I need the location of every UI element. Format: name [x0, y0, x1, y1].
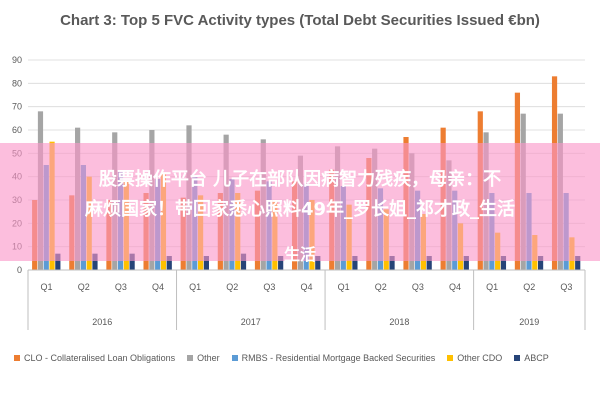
x-tick-label: Q3 [115, 282, 127, 292]
x-tick-label: Q4 [152, 282, 164, 292]
x-tick-label: Q2 [523, 282, 535, 292]
bar [426, 256, 432, 270]
legend-item: Other [187, 353, 220, 363]
legend-label: CLO - Collateralised Loan Obligations [24, 353, 176, 363]
x-group-label: 2019 [519, 317, 539, 327]
x-tick-label: Q4 [449, 282, 461, 292]
legend-label: RMBS - Residential Mortgage Backed Secur… [241, 353, 436, 363]
overlay-text-line-2: 麻烦国家！带回家悉心照料49年_罗长姐_祁才政_生活 [84, 199, 516, 220]
legend-label: Other CDO [457, 353, 503, 363]
legend-swatch [187, 355, 194, 361]
bar [129, 253, 135, 270]
legend-item: CLO - Collateralised Loan Obligations [14, 353, 175, 363]
bar [500, 256, 507, 270]
bar [166, 256, 172, 270]
overlay-banner[interactable]: 股票操作平台 儿子在部队因病智力残疾，母亲：不 麻烦国家！带回家悉心照料49年_… [0, 143, 600, 264]
chart-legend: CLO - Collateralised Loan Obligations Oth… [14, 350, 594, 366]
legend-label: Other [197, 353, 220, 363]
legend-item: ABCP [514, 353, 549, 363]
x-tick-label: Q2 [78, 282, 90, 292]
bar [315, 256, 321, 270]
x-tick-label: Q2 [375, 282, 387, 292]
x-tick-label: Q2 [226, 282, 238, 292]
x-group-label: 2018 [389, 317, 409, 327]
x-group-label: 2017 [241, 317, 261, 327]
overlay-text-line-3: 生活 [283, 245, 316, 264]
x-tick-label: Q4 [300, 282, 312, 292]
bar [92, 253, 98, 270]
y-tick-label: 0 [17, 265, 22, 275]
y-tick-label: 70 [12, 102, 22, 112]
legend-swatch [231, 355, 238, 361]
bar [203, 256, 209, 270]
x-tick-label: Q1 [486, 282, 498, 292]
overlay-text-line-1: 股票操作平台 儿子在部队因病智力残疾，母亲：不 [98, 169, 502, 190]
bar [463, 256, 469, 270]
x-tick-label: Q1 [338, 282, 350, 292]
legend-label: ABCP [524, 353, 549, 363]
x-tick-label: Q1 [41, 282, 53, 292]
x-tick-label: Q3 [412, 282, 424, 292]
y-tick-label: 60 [12, 125, 22, 135]
x-tick-label: Q3 [263, 282, 275, 292]
x-tick-label: Q1 [189, 282, 201, 292]
bar [352, 256, 358, 270]
legend-swatch [447, 355, 454, 361]
bar [537, 256, 544, 270]
legend-swatch [514, 355, 521, 361]
x-tick-label: Q3 [560, 282, 572, 292]
bar [575, 256, 581, 270]
legend-swatch [14, 355, 20, 361]
bar [55, 253, 61, 270]
legend-item: RMBS - Residential Mortgage Backed Secur… [231, 353, 436, 363]
legend-item: Other CDO [447, 353, 502, 363]
chart-title: Chart 3: Top 5 FVC Activity types (Total… [60, 12, 540, 29]
y-tick-label: 80 [12, 78, 22, 88]
bar [389, 256, 395, 270]
x-group-label: 2016 [92, 317, 112, 327]
bar [278, 256, 284, 270]
y-tick-label: 90 [12, 55, 22, 65]
bar [240, 253, 247, 270]
